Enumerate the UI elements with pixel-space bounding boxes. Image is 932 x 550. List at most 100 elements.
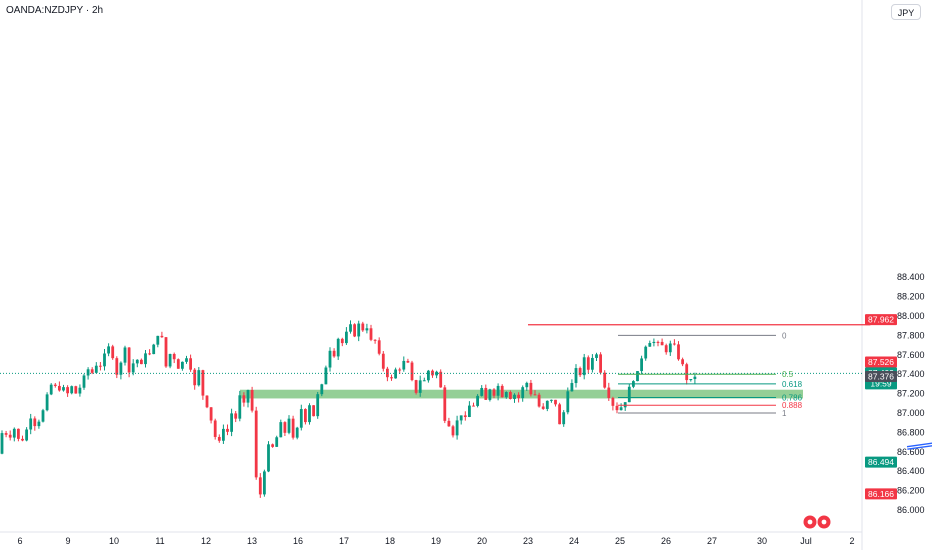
candle bbox=[107, 346, 110, 354]
fib-level-label: 0.618 bbox=[782, 380, 803, 389]
symbol-label[interactable]: OANDA:NZDJPY · 2h bbox=[6, 5, 104, 16]
candle bbox=[21, 438, 24, 441]
candle bbox=[652, 341, 656, 344]
candle bbox=[135, 359, 139, 364]
candle bbox=[94, 365, 98, 373]
candle bbox=[340, 338, 344, 344]
y-tick-label: 87.000 bbox=[897, 408, 925, 418]
candle bbox=[144, 353, 147, 365]
candle bbox=[476, 395, 479, 406]
candle bbox=[267, 444, 270, 472]
candle bbox=[677, 344, 680, 360]
currency-button[interactable]: JPY bbox=[891, 4, 921, 20]
candle bbox=[410, 362, 414, 381]
candle bbox=[595, 354, 598, 358]
y-tick-label: 87.600 bbox=[897, 350, 925, 360]
candle bbox=[312, 405, 315, 417]
candle bbox=[406, 360, 410, 363]
price-label[interactable] bbox=[865, 356, 897, 368]
candle bbox=[369, 328, 373, 340]
y-tick-label: 86.400 bbox=[897, 466, 925, 476]
candle bbox=[324, 367, 328, 385]
candle bbox=[37, 421, 41, 427]
candle bbox=[529, 382, 533, 395]
candle bbox=[685, 364, 689, 381]
price-label[interactable] bbox=[865, 488, 897, 500]
x-tick-label: 23 bbox=[523, 536, 533, 546]
candle bbox=[152, 344, 156, 355]
candle bbox=[586, 357, 590, 370]
candle bbox=[439, 371, 443, 388]
candle bbox=[414, 380, 418, 393]
candle bbox=[49, 384, 53, 395]
candle bbox=[291, 418, 295, 438]
candle bbox=[627, 386, 631, 403]
x-tick-label: 19 bbox=[431, 536, 441, 546]
candle bbox=[566, 391, 570, 413]
x-tick-label: 18 bbox=[385, 536, 395, 546]
price-label-text: 87.526 bbox=[868, 357, 894, 367]
candle bbox=[463, 415, 467, 418]
y-tick-label: 88.000 bbox=[897, 311, 925, 321]
candle bbox=[246, 390, 250, 403]
candle bbox=[484, 387, 488, 400]
tradingview-logo-icon bbox=[803, 515, 831, 529]
y-tick-label: 87.400 bbox=[897, 369, 925, 379]
candle bbox=[336, 338, 340, 357]
candle bbox=[377, 340, 381, 354]
candle bbox=[123, 347, 127, 363]
candle bbox=[234, 413, 238, 419]
x-tick-label: 30 bbox=[757, 536, 767, 546]
candle bbox=[86, 369, 90, 376]
countdown-text: 19:59 bbox=[870, 378, 892, 388]
y-tick-label: 86.000 bbox=[897, 505, 925, 515]
candle bbox=[332, 350, 336, 357]
candle bbox=[176, 359, 180, 369]
candle bbox=[275, 437, 279, 447]
candle bbox=[78, 387, 82, 394]
candle bbox=[226, 428, 229, 432]
candle bbox=[472, 405, 475, 407]
candle bbox=[33, 418, 37, 427]
candle bbox=[422, 380, 426, 382]
candle bbox=[381, 353, 385, 369]
candle bbox=[222, 428, 225, 441]
price-label-text: 86.166 bbox=[868, 489, 894, 499]
candle bbox=[41, 410, 45, 422]
candle bbox=[591, 357, 594, 370]
candle bbox=[111, 346, 115, 359]
candle bbox=[160, 335, 164, 338]
candle bbox=[509, 392, 512, 399]
candle bbox=[287, 418, 291, 433]
candle bbox=[402, 360, 406, 370]
x-tick-label: 26 bbox=[661, 536, 671, 546]
candle bbox=[459, 415, 463, 421]
price-label[interactable] bbox=[865, 371, 897, 383]
fib-level-label: 0.888 bbox=[782, 401, 803, 410]
candle bbox=[131, 363, 135, 373]
fib-level-label: 0.5 bbox=[782, 370, 794, 379]
candle bbox=[304, 409, 307, 423]
candle bbox=[504, 392, 508, 398]
candle bbox=[496, 385, 500, 396]
candle bbox=[644, 346, 648, 359]
price-label[interactable] bbox=[865, 456, 897, 468]
candle bbox=[582, 357, 586, 376]
candle bbox=[578, 368, 582, 376]
x-tick-label: 12 bbox=[201, 536, 211, 546]
candle bbox=[205, 395, 209, 408]
candle bbox=[201, 370, 205, 396]
y-tick-label: 87.200 bbox=[897, 389, 925, 399]
y-tick-label: 86.200 bbox=[897, 486, 925, 496]
candle bbox=[599, 354, 602, 373]
candle bbox=[25, 429, 28, 441]
price-label[interactable] bbox=[865, 314, 897, 326]
x-tick-label: 9 bbox=[65, 536, 70, 546]
candle bbox=[82, 375, 86, 388]
x-tick-label: 24 bbox=[569, 536, 579, 546]
x-tick-label: 25 bbox=[615, 536, 625, 546]
candle bbox=[373, 339, 377, 341]
candle bbox=[316, 394, 320, 417]
candle bbox=[648, 343, 652, 347]
